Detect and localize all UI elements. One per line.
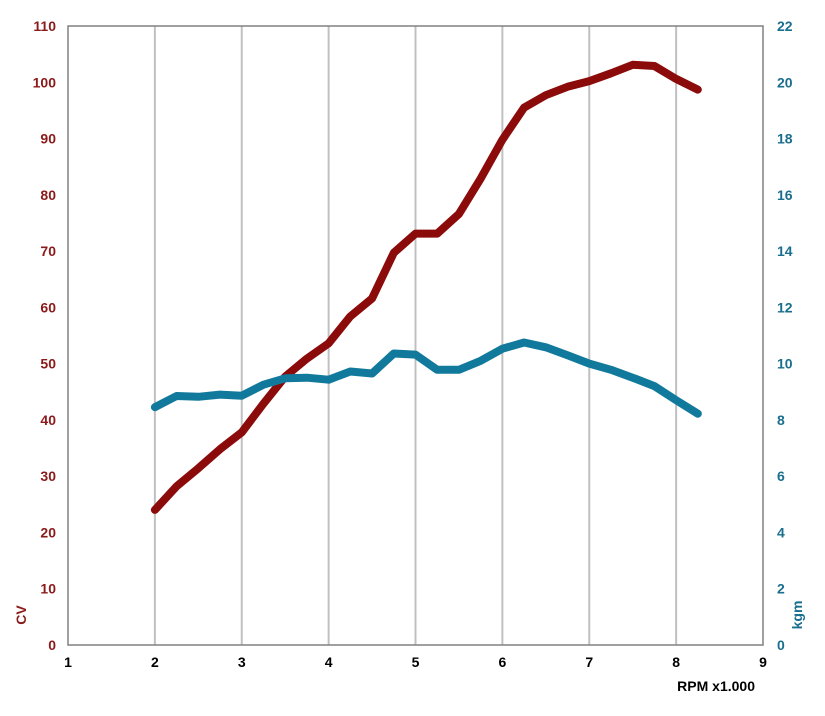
right-tick-label: 0 bbox=[777, 637, 785, 653]
right-tick-label: 8 bbox=[777, 412, 785, 428]
left-tick-label: 110 bbox=[33, 18, 56, 34]
left-tick-label: 50 bbox=[40, 356, 56, 372]
left-tick-label: 0 bbox=[48, 637, 56, 653]
right-axis-ticks: 0 2 4 6 8 10 12 14 16 18 20 22 bbox=[777, 18, 793, 653]
right-tick-label: 16 bbox=[777, 187, 793, 203]
x-axis-ticks: 1 2 3 4 5 6 7 8 9 bbox=[64, 654, 767, 670]
left-tick-label: 90 bbox=[40, 131, 56, 147]
x-axis-title: RPM x1.000 bbox=[677, 678, 755, 694]
x-tick-label: 3 bbox=[238, 654, 246, 670]
right-tick-label: 12 bbox=[777, 299, 793, 315]
kgm-series-line bbox=[150, 338, 702, 418]
series-lines bbox=[150, 60, 702, 514]
right-tick-label: 22 bbox=[777, 18, 793, 34]
left-tick-label: 20 bbox=[40, 524, 56, 540]
left-tick-label: 60 bbox=[40, 299, 56, 315]
x-tick-label: 1 bbox=[64, 654, 72, 670]
x-tick-label: 5 bbox=[412, 654, 420, 670]
x-tick-label: 6 bbox=[498, 654, 506, 670]
x-tick-label: 8 bbox=[672, 654, 680, 670]
right-axis-title: kgm bbox=[789, 601, 805, 630]
left-axis-title: CV bbox=[13, 605, 29, 625]
left-tick-label: 70 bbox=[40, 243, 56, 259]
left-tick-label: 100 bbox=[33, 74, 57, 90]
plot-frame bbox=[67, 25, 764, 646]
x-tick-label: 2 bbox=[151, 654, 159, 670]
right-tick-label: 2 bbox=[777, 581, 785, 597]
right-tick-label: 18 bbox=[777, 131, 793, 147]
left-tick-label: 80 bbox=[40, 187, 56, 203]
right-tick-label: 6 bbox=[777, 468, 785, 484]
right-tick-label: 4 bbox=[777, 524, 785, 540]
left-tick-label: 10 bbox=[40, 581, 56, 597]
right-tick-label: 14 bbox=[777, 243, 793, 259]
cv-series-line bbox=[150, 60, 702, 514]
left-tick-label: 40 bbox=[40, 412, 56, 428]
right-tick-label: 20 bbox=[777, 74, 793, 90]
right-tick-label: 10 bbox=[777, 356, 793, 372]
x-tick-label: 7 bbox=[585, 654, 593, 670]
left-axis-ticks: 0 10 20 30 40 50 60 70 80 90 100 110 bbox=[33, 18, 57, 653]
x-tick-label: 4 bbox=[325, 654, 333, 670]
x-tick-label: 9 bbox=[759, 654, 767, 670]
grid-lines bbox=[153, 26, 678, 645]
left-tick-label: 30 bbox=[40, 468, 56, 484]
